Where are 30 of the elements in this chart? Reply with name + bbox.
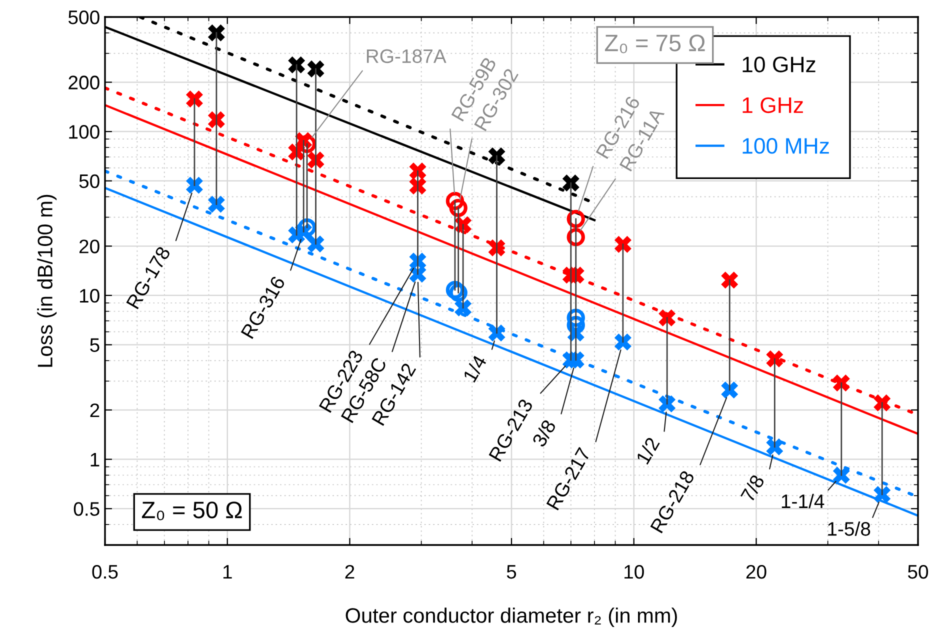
annotation: Z₀ = 75 Ω <box>604 34 705 54</box>
y-tick-label: 200 <box>68 76 100 90</box>
y-tick-label: 500 <box>68 10 100 24</box>
x-tick-label: 20 <box>746 564 766 579</box>
annotation: 3/8 <box>531 418 556 448</box>
y-tick-label: 5 <box>90 338 100 352</box>
x-tick-label: 2 <box>345 564 354 579</box>
annotation: 1/2 <box>635 436 660 465</box>
annotation: 1/4 <box>462 354 488 383</box>
y-tick-label: 100 <box>69 125 100 139</box>
legend-label: 100 MHz <box>742 138 829 154</box>
annotation: RG-187A <box>366 49 446 64</box>
y-tick-label: 1 <box>90 452 100 466</box>
y-tick-label: 20 <box>79 240 100 254</box>
legend-label: 1 GHz <box>742 97 803 114</box>
y-tick-label: 0.5 <box>74 502 100 516</box>
x-tick-label: 5 <box>506 565 516 579</box>
annotation: Z₀ = 50 Ω <box>142 502 242 520</box>
x-tick-label: 1 <box>223 565 232 579</box>
y-tick-label: 10 <box>80 288 100 303</box>
y-tick-label: 2 <box>90 403 100 418</box>
annotation: 1-1/4 <box>782 494 824 508</box>
annotation: 1-5/8 <box>828 522 870 536</box>
x-axis-title: Outer conductor diameter r₂ (in mm) <box>346 608 677 627</box>
y-axis-title: Loss (in dB/100 m) <box>37 194 57 367</box>
x-tick-label: 50 <box>908 564 928 579</box>
x-tick-label: 10 <box>624 564 644 579</box>
legend-label: 10 GHz <box>742 56 816 72</box>
annotation: 7/8 <box>740 474 765 503</box>
y-tick-label: 50 <box>79 174 100 188</box>
